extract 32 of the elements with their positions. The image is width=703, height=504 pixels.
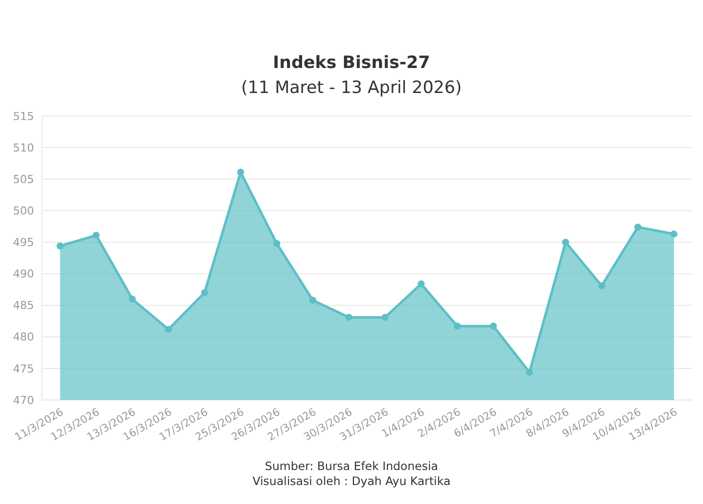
- text: Sumber: Bursa Efek Indonesia: [264, 459, 438, 473]
- chart-title: Indeks Bisnis-27: [272, 53, 430, 73]
- point: [670, 230, 678, 238]
- point: [562, 238, 570, 246]
- y-tick-label: 485: [13, 299, 34, 312]
- point: [164, 326, 172, 333]
- y-tick-label: 495: [13, 236, 34, 250]
- y-tick-label: 505: [13, 172, 34, 186]
- chart-subtitle: (11 Maret - 13 April 2026): [241, 78, 462, 98]
- point: [634, 224, 642, 231]
- y-tick-label: 490: [13, 268, 34, 281]
- point: [128, 296, 136, 303]
- point: [526, 368, 533, 376]
- y-tick-label: 475: [13, 362, 34, 376]
- point: [345, 314, 352, 321]
- text: Visualisasi oleh : Dyah Ayu Kartika: [252, 474, 450, 488]
- point: [490, 322, 497, 330]
- y-tick-label: 470: [13, 394, 34, 407]
- y-tick-label: 510: [13, 141, 34, 154]
- point: [418, 280, 425, 288]
- point: [454, 322, 461, 330]
- y-tick-label: 515: [13, 110, 34, 123]
- point: [598, 282, 606, 290]
- point: [382, 314, 389, 321]
- point: [201, 289, 208, 296]
- point: [237, 168, 244, 176]
- point: [92, 232, 100, 239]
- y-tick-label: 500: [13, 204, 34, 218]
- point: [56, 242, 64, 250]
- point: [309, 296, 316, 304]
- y-tick-label: 480: [13, 330, 34, 344]
- point: [273, 240, 280, 247]
